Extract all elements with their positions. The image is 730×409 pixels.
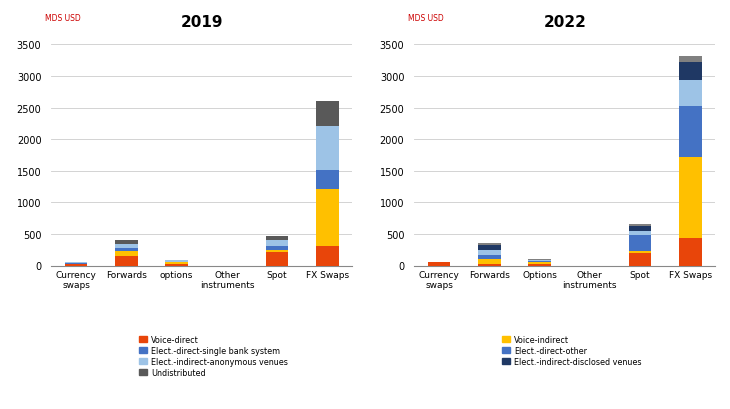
- Text: MDS USD: MDS USD: [45, 14, 81, 23]
- Bar: [629, 236, 651, 252]
- Legend: Voice-indirect, Elect.-direct-other, Elect.-indirect-disclosed venues: Voice-indirect, Elect.-direct-other, Ele…: [502, 335, 641, 366]
- Bar: [266, 250, 288, 252]
- Bar: [679, 106, 702, 158]
- Bar: [679, 81, 702, 106]
- Bar: [478, 251, 501, 256]
- Bar: [266, 246, 288, 250]
- Legend: Voice-direct, Elect.-direct-single bank system, Elect.-indirect-anonymous venues: Voice-direct, Elect.-direct-single bank …: [139, 335, 288, 377]
- Bar: [478, 243, 501, 246]
- Bar: [529, 264, 551, 266]
- Bar: [529, 260, 551, 261]
- Bar: [266, 240, 288, 246]
- Bar: [115, 248, 138, 252]
- Bar: [529, 262, 551, 264]
- Bar: [679, 158, 702, 239]
- Bar: [165, 260, 188, 261]
- Bar: [529, 261, 551, 262]
- Bar: [115, 245, 138, 248]
- Bar: [478, 265, 501, 266]
- Bar: [316, 171, 339, 190]
- Bar: [629, 224, 651, 226]
- Text: MDS USD: MDS USD: [408, 14, 444, 23]
- Bar: [316, 101, 339, 127]
- Bar: [115, 252, 138, 256]
- Bar: [266, 236, 288, 240]
- Bar: [478, 260, 501, 265]
- Bar: [65, 263, 88, 264]
- Bar: [679, 57, 702, 63]
- Bar: [65, 265, 88, 266]
- Bar: [679, 239, 702, 266]
- Bar: [165, 264, 188, 266]
- Bar: [115, 256, 138, 266]
- Bar: [316, 246, 339, 266]
- Bar: [316, 127, 339, 171]
- Bar: [266, 252, 288, 266]
- Bar: [65, 264, 88, 265]
- Bar: [629, 226, 651, 231]
- Bar: [629, 252, 651, 253]
- Bar: [428, 262, 450, 266]
- Title: 2022: 2022: [543, 15, 586, 30]
- Title: 2019: 2019: [180, 15, 223, 30]
- Bar: [165, 263, 188, 264]
- Bar: [629, 253, 651, 266]
- Bar: [115, 240, 138, 245]
- Bar: [478, 256, 501, 260]
- Bar: [165, 262, 188, 263]
- Bar: [478, 246, 501, 251]
- Bar: [316, 190, 339, 246]
- Bar: [679, 63, 702, 81]
- Bar: [629, 231, 651, 236]
- Bar: [165, 261, 188, 262]
